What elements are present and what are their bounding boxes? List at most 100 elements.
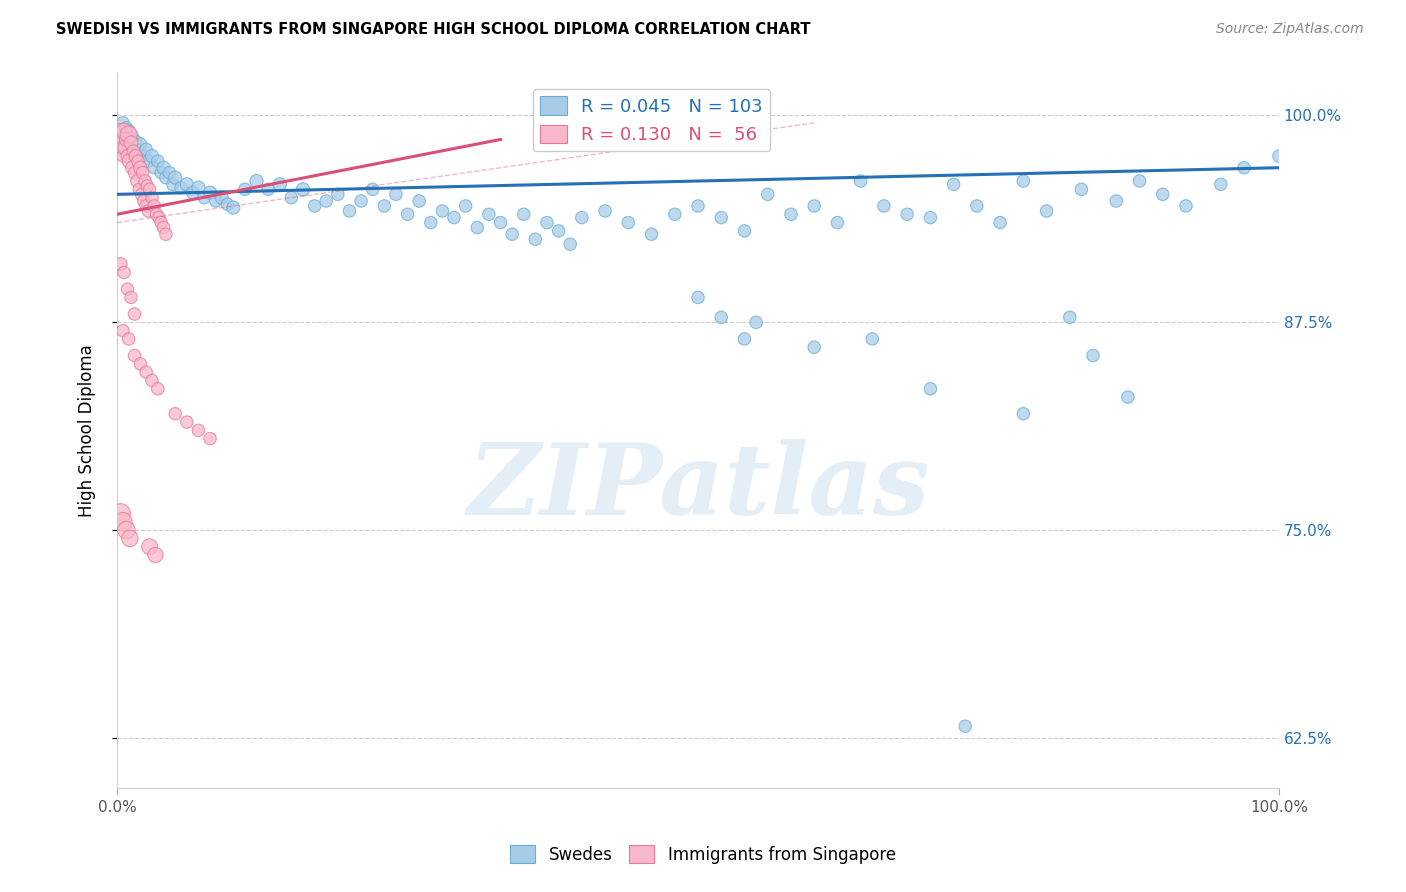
Point: [176, 178, 198, 192]
Point: [118, 154, 141, 169]
Point: [593, 203, 616, 218]
Point: [181, 186, 204, 200]
Point: [524, 232, 547, 246]
Point: [129, 137, 152, 152]
Point: [146, 154, 169, 169]
Point: [896, 207, 918, 221]
Point: [120, 290, 142, 304]
Point: [120, 136, 142, 150]
Point: [1128, 174, 1150, 188]
Point: [1070, 182, 1092, 196]
Point: [560, 237, 582, 252]
Point: [920, 211, 942, 225]
Point: [148, 211, 170, 225]
Text: ZIPatlas: ZIPatlas: [467, 439, 929, 536]
Point: [131, 166, 153, 180]
Point: [245, 174, 267, 188]
Point: [118, 332, 141, 346]
Point: [155, 227, 177, 242]
Point: [489, 216, 512, 230]
Point: [120, 137, 142, 152]
Point: [710, 310, 733, 325]
Point: [145, 207, 167, 221]
Point: [115, 132, 138, 146]
Point: [443, 211, 465, 225]
Point: [111, 141, 134, 155]
Point: [129, 161, 152, 175]
Point: [1175, 199, 1198, 213]
Point: [138, 154, 160, 169]
Point: [465, 220, 488, 235]
Point: [1035, 203, 1057, 218]
Point: [115, 120, 138, 135]
Point: [873, 199, 896, 213]
Point: [138, 203, 160, 218]
Point: [135, 143, 157, 157]
Point: [152, 161, 174, 175]
Point: [132, 194, 155, 208]
Point: [860, 332, 883, 346]
Point: [122, 144, 145, 158]
Point: [117, 282, 139, 296]
Point: [1268, 149, 1291, 163]
Point: [129, 357, 152, 371]
Point: [162, 178, 184, 192]
Point: [1012, 174, 1035, 188]
Point: [150, 166, 173, 180]
Point: [187, 423, 209, 437]
Point: [198, 186, 221, 200]
Point: [170, 180, 193, 194]
Point: [141, 374, 163, 388]
Point: [121, 161, 143, 175]
Point: [280, 191, 302, 205]
Point: [547, 224, 569, 238]
Point: [1105, 194, 1128, 208]
Point: [217, 197, 239, 211]
Point: [124, 349, 146, 363]
Point: [686, 290, 709, 304]
Point: [125, 174, 148, 188]
Point: [1012, 407, 1035, 421]
Point: [513, 207, 536, 221]
Point: [165, 407, 187, 421]
Point: [117, 132, 139, 146]
Point: [257, 182, 280, 196]
Point: [111, 515, 134, 529]
Point: [108, 124, 131, 138]
Point: [233, 182, 256, 196]
Point: [361, 182, 384, 196]
Point: [536, 216, 558, 230]
Point: [756, 187, 779, 202]
Point: [780, 207, 803, 221]
Y-axis label: High School Diploma: High School Diploma: [79, 344, 96, 516]
Point: [1233, 161, 1256, 175]
Point: [734, 332, 756, 346]
Point: [734, 224, 756, 238]
Point: [373, 199, 395, 213]
Point: [205, 194, 228, 208]
Point: [152, 220, 174, 235]
Point: [127, 144, 149, 158]
Point: [501, 227, 523, 242]
Point: [135, 199, 157, 213]
Point: [110, 507, 132, 521]
Point: [114, 141, 136, 155]
Point: [155, 170, 177, 185]
Point: [143, 161, 166, 175]
Point: [112, 124, 135, 138]
Point: [432, 203, 454, 218]
Point: [198, 432, 221, 446]
Point: [176, 415, 198, 429]
Point: [222, 201, 245, 215]
Point: [988, 216, 1011, 230]
Point: [121, 129, 143, 144]
Point: [211, 191, 233, 205]
Point: [1081, 349, 1104, 363]
Point: [350, 194, 373, 208]
Point: [110, 257, 132, 271]
Point: [803, 340, 825, 354]
Point: [110, 132, 132, 146]
Point: [114, 128, 136, 142]
Point: [1152, 187, 1174, 202]
Point: [146, 382, 169, 396]
